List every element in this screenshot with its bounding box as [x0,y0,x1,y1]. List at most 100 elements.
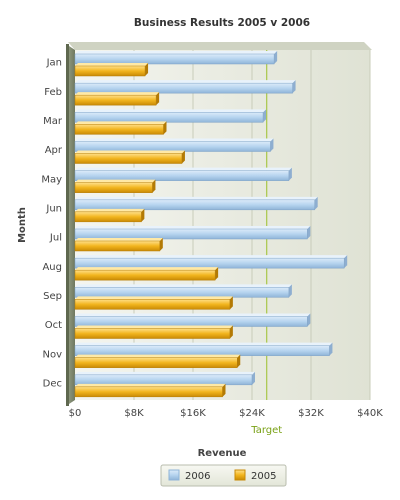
bar-side [292,80,296,94]
bar-side [229,296,233,310]
bar-2006-Jun [74,199,315,211]
x-tick-label: $32K [298,408,324,419]
grid-lines [133,50,371,400]
y-tick-labels: Jan Feb Mar Apr May Jun Jul Aug Sep Oct Nov Dec [41,58,63,390]
bar-top [75,121,167,125]
bar-top [75,167,292,171]
bar-2005-Apr [74,153,183,164]
bar-2006-Oct [74,316,308,327]
bar-2005-May [74,182,153,193]
bar-2005-Aug [74,269,216,281]
bar-side [344,255,348,269]
bar-2006-Jan [74,53,275,65]
bar-2006-Mar [74,112,264,123]
bar-side [252,371,255,385]
bar-top [75,313,311,317]
bar-side [145,63,149,76]
x-tick-labels: $0 $8K $16K $24K $32K $40K [69,408,384,419]
bar-top [75,267,219,271]
bar-side [288,167,292,181]
bar-top [75,150,185,154]
bar-top [75,138,274,142]
legend-swatch-2005 [234,469,246,481]
plot-top-edge [68,42,372,50]
y-tick-label: Jan [46,58,62,69]
bar-side [159,238,163,251]
bar-2006-Nov [74,345,330,356]
bar-side [270,138,274,152]
bar-2005-Mar [74,124,164,135]
bar-2006-Sep [74,287,290,298]
y-axis-title: Month [17,207,28,243]
bar-top [75,51,278,54]
bar-2005-Jun [74,211,142,223]
bar-side [163,121,167,135]
y-tick-label: Jul [49,233,62,244]
y-tick-label: Jun [45,203,62,214]
legend-swatch-2006 [168,469,180,481]
bar-side [156,92,160,106]
bar-top [75,92,160,96]
target-label: Target [250,425,282,436]
legend-label-2005: 2005 [251,471,276,482]
x-tick-label: $16K [180,408,206,419]
bar-2006-Feb [74,82,293,94]
x-axis-title: Revenue [198,448,247,459]
bar-side [152,179,156,193]
bar-2006-May [74,170,290,181]
x-tick-label: $40K [357,408,383,419]
bar-2005-Feb [74,94,157,106]
y-tick-label: Dec [43,378,62,389]
bar-top [75,109,267,113]
bar-top [75,371,255,375]
bar-side [215,267,219,281]
legend-box [160,464,287,487]
bar-2006-Apr [74,141,271,152]
bar-side [263,109,267,123]
y-tick-label: May [41,174,62,185]
bar-top [75,238,163,241]
bar-2006-Dec [74,374,253,386]
bars [74,51,348,398]
bar-2005-Nov [74,357,238,368]
bar-side [307,226,311,239]
bar-top [75,196,318,200]
bar-2006-Aug [74,257,345,269]
legend-label-2006: 2006 [185,471,210,482]
bar-top [75,325,233,329]
bar-top [75,63,149,66]
legend: 2006 2005 [160,464,287,487]
y-tick-label: Feb [44,87,62,98]
plot-left-wall-edge [66,44,69,406]
bar-side [307,313,311,327]
bar-side [329,342,333,356]
bar-top [75,296,233,300]
bar-side [229,325,233,339]
bar-2005-Jul [74,240,161,252]
x-tick-label: $24K [239,408,265,419]
bar-2005-Jan [74,65,146,77]
bar-top [75,383,226,387]
bar-top [75,208,145,212]
bar-top [75,226,311,229]
bar-side [237,354,241,368]
bar-top [75,354,241,358]
x-tick-label: $8K [124,408,144,419]
y-tick-label: Mar [43,116,63,127]
bar-top [75,255,348,259]
bar-side [181,150,185,164]
bar-2005-Sep [74,299,231,310]
chart-title: Business Results 2005 v 2006 [134,17,310,29]
y-tick-label: Aug [42,262,62,273]
bar-side [288,284,292,298]
bar-top [75,179,156,183]
bar-top [75,80,296,84]
plot-area [75,50,370,400]
y-tick-label: Sep [43,291,62,302]
bar-side [141,208,145,222]
bar-side [314,196,318,210]
y-tick-label: Oct [45,320,62,331]
bar-2006-Jul [74,228,308,240]
